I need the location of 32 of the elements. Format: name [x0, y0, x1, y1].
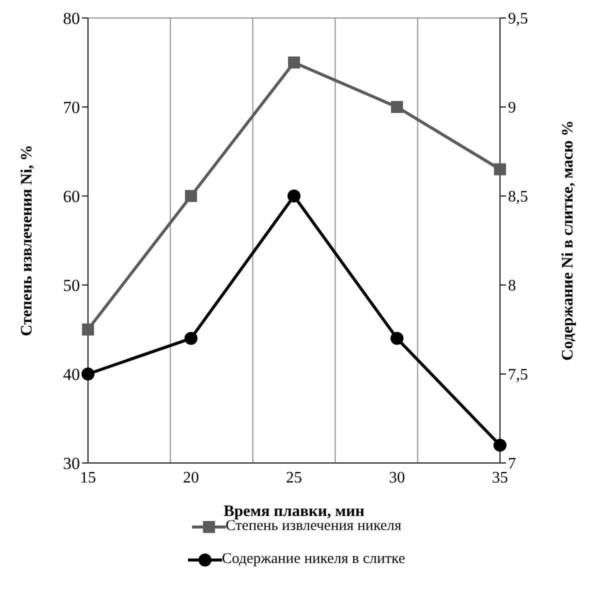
point	[288, 56, 300, 68]
y-tick-label: 50	[63, 276, 80, 296]
x-tick-label: 25	[286, 469, 302, 486]
y2-tick-label: 7	[508, 456, 516, 473]
point	[288, 190, 300, 202]
point	[184, 332, 198, 345]
y2-tick-label: 7,5	[508, 366, 528, 384]
y2-axis-title: Содержание Ni в слитке, масю %	[560, 120, 577, 361]
point	[494, 438, 506, 452]
x-axis-title: Время плавки, мин	[224, 503, 364, 520]
y2-tick-label: 8,5	[508, 188, 528, 206]
x-tick-label: 15	[80, 469, 96, 486]
y2-tick-label: 8	[508, 278, 516, 295]
x-tick-label: 35	[492, 469, 508, 486]
point	[185, 190, 197, 202]
y2-tick-label: 9	[508, 100, 516, 117]
y-tick-label: 40	[63, 365, 80, 384]
y-axis-title: Степень извлечения Ni, %	[18, 144, 36, 336]
legend-label: Содержание никеля в слитке	[222, 551, 406, 568]
x-tick-label: 20	[183, 469, 199, 486]
point	[82, 368, 94, 380]
point	[391, 101, 403, 113]
y-tick-label: 80	[63, 9, 80, 28]
point	[82, 324, 94, 336]
point	[390, 332, 404, 345]
y2-tick-label: 9,5	[508, 10, 528, 28]
y-tick-label: 30	[63, 454, 80, 474]
y-tick-label: 60	[63, 187, 80, 206]
x-tick-label: 30	[389, 469, 405, 486]
y-tick-label: 70	[63, 98, 80, 118]
legend-label: Степень извлечения никеля	[226, 518, 402, 535]
point	[494, 163, 506, 176]
